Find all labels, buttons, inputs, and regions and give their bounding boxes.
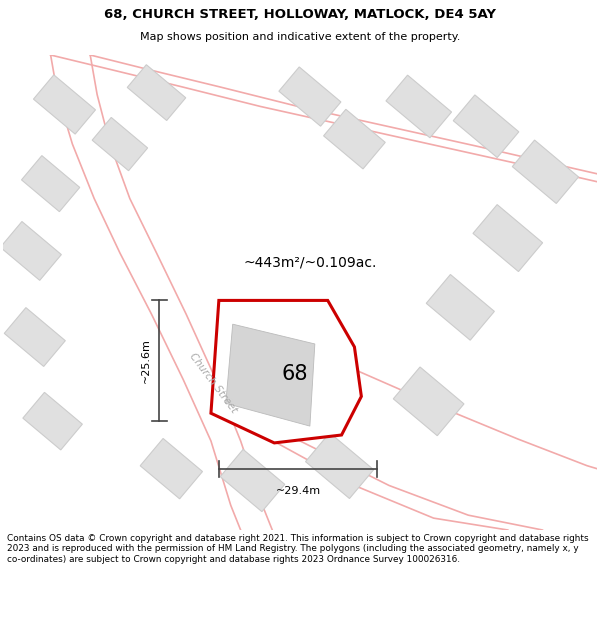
Text: 68, CHURCH STREET, HOLLOWAY, MATLOCK, DE4 5AY: 68, CHURCH STREET, HOLLOWAY, MATLOCK, DE… xyxy=(104,8,496,21)
Polygon shape xyxy=(127,65,186,121)
Polygon shape xyxy=(305,433,374,499)
Text: Contains OS data © Crown copyright and database right 2021. This information is : Contains OS data © Crown copyright and d… xyxy=(7,534,589,564)
Polygon shape xyxy=(22,156,80,212)
Polygon shape xyxy=(386,75,452,138)
Polygon shape xyxy=(453,95,519,158)
Polygon shape xyxy=(323,109,385,169)
Text: ~443m²/~0.109ac.: ~443m²/~0.109ac. xyxy=(243,256,377,270)
Polygon shape xyxy=(426,274,494,340)
Text: ~25.6m: ~25.6m xyxy=(140,338,151,383)
Polygon shape xyxy=(34,75,95,134)
Text: Map shows position and indicative extent of the property.: Map shows position and indicative extent… xyxy=(140,32,460,42)
Polygon shape xyxy=(1,221,61,281)
Polygon shape xyxy=(140,439,203,499)
Polygon shape xyxy=(279,67,341,126)
Polygon shape xyxy=(512,140,578,204)
Polygon shape xyxy=(4,308,65,366)
Text: 68: 68 xyxy=(282,364,308,384)
Text: ~29.4m: ~29.4m xyxy=(275,486,320,496)
Text: Church Street: Church Street xyxy=(187,352,239,416)
Polygon shape xyxy=(226,324,315,426)
Polygon shape xyxy=(394,367,464,436)
Polygon shape xyxy=(211,301,361,443)
Polygon shape xyxy=(220,449,285,512)
Polygon shape xyxy=(23,392,82,450)
Polygon shape xyxy=(92,118,148,171)
Polygon shape xyxy=(473,204,542,271)
